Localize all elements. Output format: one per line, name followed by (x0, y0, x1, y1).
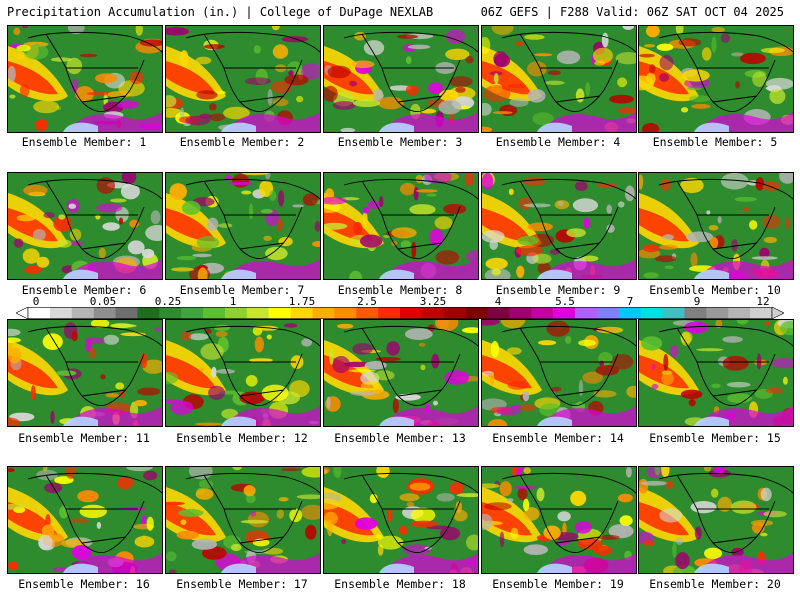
ensemble-member-caption: Ensemble Member: 20 (649, 577, 781, 591)
colorbar-tick-label: 3.25 (419, 295, 447, 308)
ensemble-member-map (7, 25, 163, 133)
header: Precipitation Accumulation (in.) | Colle… (0, 0, 800, 24)
ensemble-member-caption: Ensemble Member: 5 (652, 135, 778, 149)
ensemble-member-map (323, 466, 479, 574)
colorbar-tick-label: 7 (626, 295, 634, 308)
ensemble-member-caption: Ensemble Member: 10 (649, 283, 781, 297)
colorbar-swatch (93, 307, 116, 319)
ensemble-member-map (165, 172, 321, 280)
colorbar-swatch (443, 307, 466, 319)
ensemble-member-map (7, 466, 163, 574)
colorbar-swatch (400, 307, 423, 319)
colorbar-swatch (49, 307, 73, 319)
colorbar-swatch (421, 307, 445, 319)
ensemble-member-caption: Ensemble Member: 11 (18, 431, 150, 445)
colorbar-swatch (509, 307, 532, 319)
colorbar-swatch (137, 307, 160, 319)
colorbar-arrow-left (16, 307, 29, 319)
ensemble-member-caption: Ensemble Member: 9 (495, 283, 621, 297)
colorbar-arrow-right (771, 307, 784, 319)
ensemble-member-map (481, 172, 637, 280)
colorbar-swatch (531, 307, 554, 319)
ensemble-member-caption: Ensemble Member: 13 (334, 431, 466, 445)
colorbar-swatch (159, 307, 182, 319)
colorbar-tick-labels: 0 0.05 0.25 1 1.75 2.5 3.25 4 5.5 7 9 12 (0, 296, 800, 308)
colorbar-swatch (203, 307, 226, 319)
colorbar-swatch (71, 307, 94, 319)
colorbar-tick-label: 4 (494, 295, 502, 308)
ensemble-member-map (7, 172, 163, 280)
product-title: Precipitation Accumulation (in.) | Colle… (7, 5, 434, 19)
ensemble-member-caption: Ensemble Member: 4 (495, 135, 621, 149)
ensemble-member-caption: Ensemble Member: 12 (176, 431, 308, 445)
ensemble-member-map (165, 25, 321, 133)
ensemble-member-map (638, 319, 794, 427)
colorbar-swatch (224, 307, 248, 319)
colorbar-swatch (640, 307, 663, 319)
ensemble-member-map (323, 25, 479, 133)
ensemble-member-map (638, 172, 794, 280)
colorbar-tick-label: 1.75 (288, 295, 316, 308)
colorbar (16, 307, 784, 319)
ensemble-member-caption: Ensemble Member: 3 (337, 135, 463, 149)
colorbar-swatch (596, 307, 620, 319)
colorbar-tick-label: 0.25 (154, 295, 182, 308)
colorbar-tick-label: 9 (693, 295, 701, 308)
colorbar-swatch (268, 307, 291, 319)
colorbar-swatch (553, 307, 576, 319)
colorbar-tick-label: 12 (756, 295, 770, 308)
ensemble-member-caption: Ensemble Member: 19 (492, 577, 624, 591)
ensemble-member-caption: Ensemble Member: 16 (18, 577, 150, 591)
colorbar-swatch (378, 307, 401, 319)
colorbar-swatch (750, 307, 773, 319)
ensemble-member-caption: Ensemble Member: 15 (649, 431, 781, 445)
colorbar-swatch (575, 307, 598, 319)
ensemble-member-caption: Ensemble Member: 7 (179, 283, 305, 297)
colorbar-swatch (728, 307, 751, 319)
colorbar-swatch (290, 307, 313, 319)
ensemble-member-caption: Ensemble Member: 17 (176, 577, 308, 591)
ensemble-member-caption: Ensemble Member: 14 (492, 431, 624, 445)
ensemble-member-map (638, 466, 794, 574)
colorbar-tick-label: 0.05 (89, 295, 117, 308)
colorbar-swatch (684, 307, 707, 319)
ensemble-member-map (481, 466, 637, 574)
colorbar-swatch (487, 307, 510, 319)
ensemble-member-map (165, 319, 321, 427)
colorbar-tick-label: 1 (229, 295, 237, 308)
ensemble-member-caption: Ensemble Member: 6 (21, 283, 147, 297)
ensemble-member-map (7, 319, 163, 427)
colorbar-swatch (28, 307, 51, 319)
ensemble-member-map (323, 172, 479, 280)
ensemble-member-caption: Ensemble Member: 18 (334, 577, 466, 591)
colorbar-swatch (312, 307, 335, 319)
colorbar-swatch (334, 307, 357, 319)
ensemble-member-caption: Ensemble Member: 1 (21, 135, 147, 149)
run-valid-title: 06Z GEFS | F288 Valid: 06Z SAT OCT 04 20… (480, 5, 784, 19)
colorbar-swatch (356, 307, 379, 319)
colorbar-tick-label: 0 (32, 295, 40, 308)
ensemble-member-map (165, 466, 321, 574)
colorbar-tick-label: 5.5 (555, 295, 575, 308)
colorbar-swatch (465, 307, 488, 319)
colorbar-swatch (618, 307, 641, 319)
ensemble-member-caption: Ensemble Member: 8 (337, 283, 463, 297)
ensemble-member-map (323, 319, 479, 427)
colorbar-tick-label: 2.5 (357, 295, 377, 308)
colorbar-swatch (706, 307, 729, 319)
colorbar-swatch (181, 307, 204, 319)
colorbar-swatch (662, 307, 685, 319)
ensemble-member-caption: Ensemble Member: 2 (179, 135, 305, 149)
ensemble-member-map (638, 25, 794, 133)
ensemble-member-map (481, 25, 637, 133)
ensemble-member-map (481, 319, 637, 427)
colorbar-swatch (246, 307, 269, 319)
colorbar-swatch (115, 307, 138, 319)
